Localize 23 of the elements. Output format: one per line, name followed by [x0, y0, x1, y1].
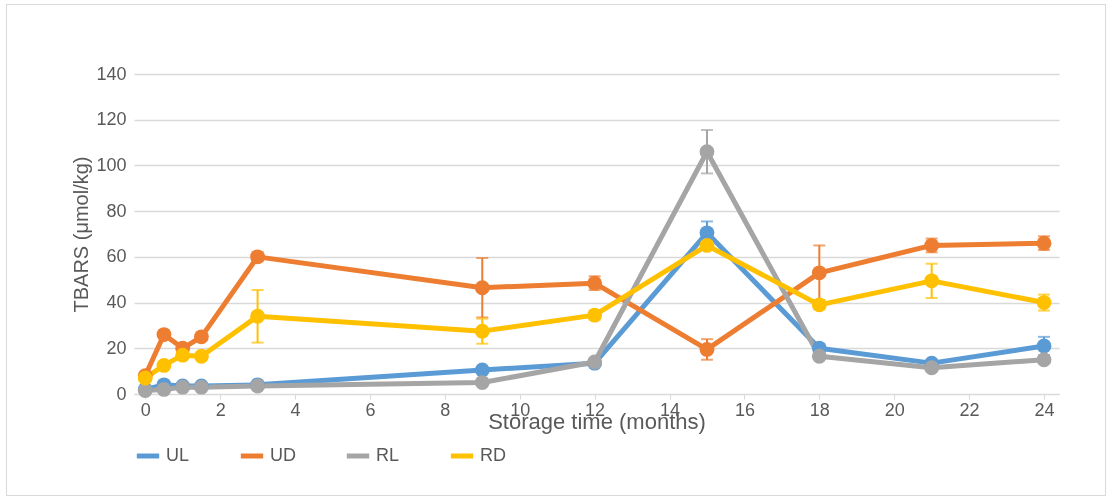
y-tick-label: 40: [106, 292, 127, 313]
y-tick-label: 100: [96, 154, 127, 175]
legend-label: UL: [166, 445, 190, 465]
y-tick-label: 60: [106, 246, 127, 267]
legend-label: RD: [480, 445, 506, 465]
y-tick-label: 120: [96, 109, 127, 130]
x-tick-label: 2: [215, 399, 226, 420]
x-tick-label: 24: [1034, 399, 1055, 420]
legend-label: RL: [376, 445, 400, 465]
x-tick-label: 18: [809, 399, 830, 420]
x-tick-label: 4: [290, 399, 301, 420]
legend-label: UD: [270, 445, 296, 465]
x-tick-label: 0: [140, 399, 151, 420]
x-tick-label: 22: [959, 399, 980, 420]
y-tick-label: 20: [106, 337, 127, 358]
y-tick-label: 0: [116, 383, 127, 404]
y-tick-label: 140: [96, 63, 127, 84]
x-tick-label: 20: [884, 399, 905, 420]
y-axis-title: TBARS (μmol/kg): [70, 156, 93, 313]
x-tick-label: 16: [734, 399, 755, 420]
y-tick-label: 80: [106, 200, 127, 221]
x-tick-label: 6: [365, 399, 376, 420]
x-tick-label: 8: [440, 399, 451, 420]
